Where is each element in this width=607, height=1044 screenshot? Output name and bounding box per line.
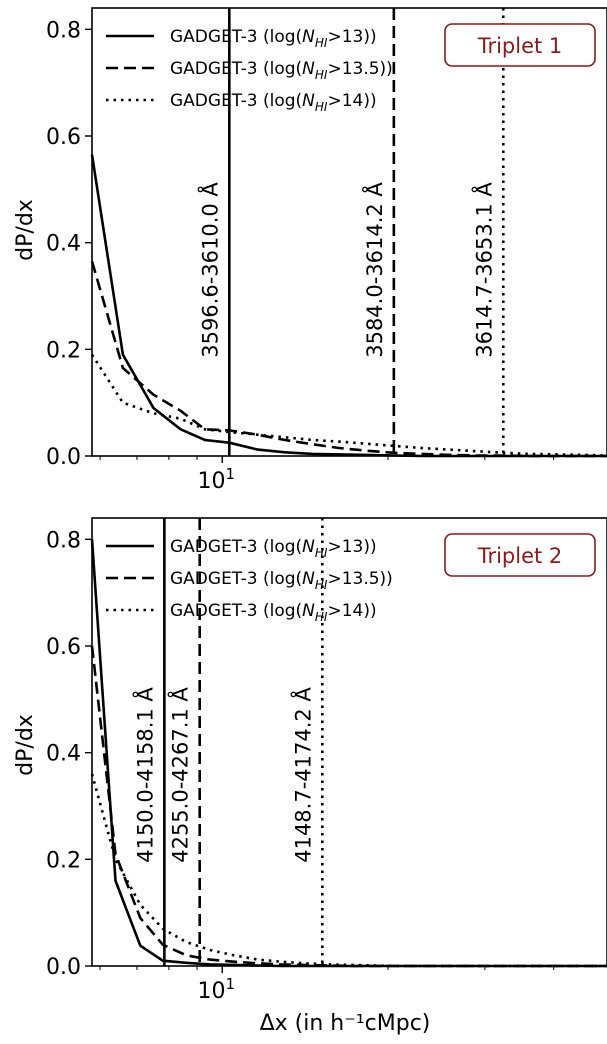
y-tick-label: 0.6 bbox=[46, 125, 81, 150]
y-tick-label: 0.0 bbox=[46, 955, 81, 980]
y-tick-label: 0.4 bbox=[46, 742, 81, 767]
vertical-line-label: 4148.7-4174.2 Å bbox=[289, 687, 315, 863]
legend-label: GADGET-3 (log(NHI>13)) bbox=[170, 537, 377, 560]
x-axis-label: Δx (in h⁻¹cMpc) bbox=[260, 1011, 431, 1036]
y-axis-label: dP/dx bbox=[13, 714, 38, 776]
y-tick-label: 0.6 bbox=[46, 635, 81, 660]
y-tick-label: 0.8 bbox=[46, 528, 81, 553]
series-line-dotted bbox=[90, 773, 607, 968]
y-tick-label: 0.2 bbox=[46, 338, 81, 363]
y-tick-label: 0.2 bbox=[46, 848, 81, 873]
y-tick-label: 0.4 bbox=[46, 232, 81, 257]
series-line-dashed bbox=[90, 260, 607, 458]
vertical-line-label: 3614.7-3653.1 Å bbox=[470, 182, 496, 358]
y-axis-label: dP/dx bbox=[13, 199, 38, 261]
legend-label: GADGET-3 (log(NHI>14)) bbox=[170, 601, 377, 624]
vertical-line-label: 3596.6-3610.0 Å bbox=[196, 182, 222, 358]
x-tick-label: 101 bbox=[197, 975, 235, 1004]
y-tick-label: 0.8 bbox=[46, 18, 81, 43]
legend-label: GADGET-3 (log(NHI>13)) bbox=[170, 27, 377, 50]
triplet-badge bbox=[444, 23, 596, 67]
vertical-line-label: 3584.0-3614.2 Å bbox=[361, 182, 387, 358]
vertical-line-label: 4255.0-4267.1 Å bbox=[167, 687, 193, 863]
x-tick-label: 101 bbox=[197, 465, 235, 494]
triplet-badge-label: Triplet 1 bbox=[477, 34, 563, 58]
triplet-badge bbox=[444, 533, 596, 577]
series-line-dotted bbox=[90, 353, 607, 457]
chart-panel-triplet-1: dP/dx 0.0 0.2 0.4 0.6 0.8 101 3596.6-3610.0 Å 3… bbox=[13, 7, 607, 494]
chart-panel-triplet-2: dP/dx 0.0 0.2 0.4 0.6 0.8 101 4150.0-4158.1 Å 4… bbox=[13, 517, 607, 1004]
legend-label: GADGET-3 (log(NHI>14)) bbox=[170, 91, 377, 114]
legend-label: GADGET-3 (log(NHI>13.5)) bbox=[170, 569, 393, 592]
triplet-badge-label: Triplet 2 bbox=[477, 544, 563, 568]
vertical-line-label: 4150.0-4158.1 Å bbox=[131, 687, 157, 863]
legend-label: GADGET-3 (log(NHI>13.5)) bbox=[170, 59, 393, 82]
series-line-solid bbox=[90, 154, 607, 458]
plot-frame bbox=[91, 7, 607, 457]
y-tick-label: 0.0 bbox=[46, 445, 81, 470]
